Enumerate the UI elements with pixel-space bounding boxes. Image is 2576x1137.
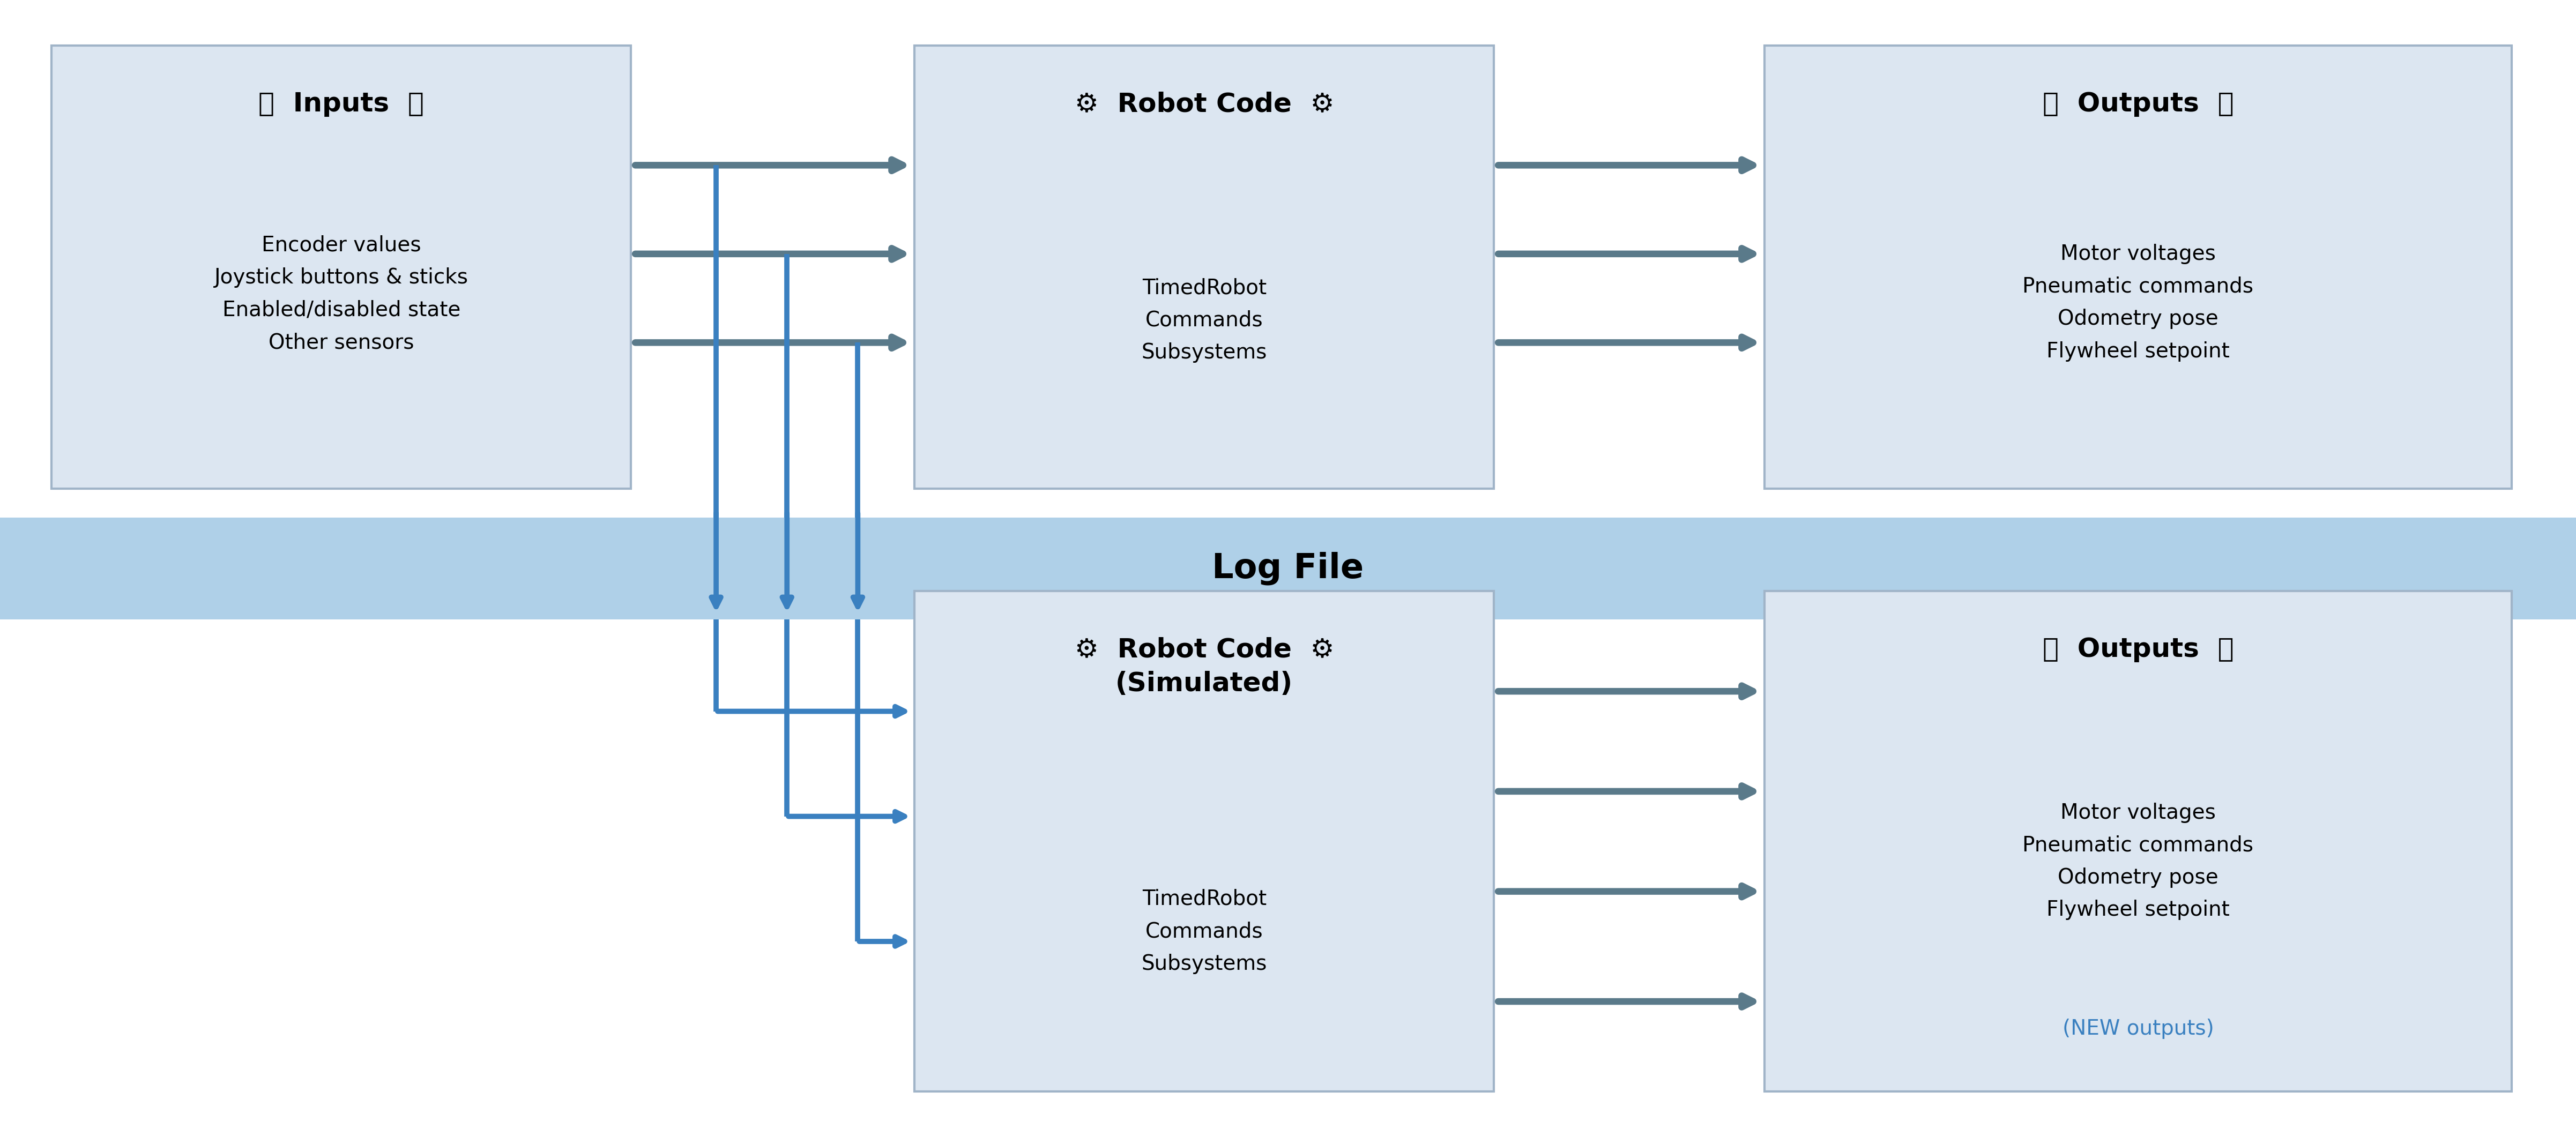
FancyBboxPatch shape (52, 45, 631, 489)
Text: 💡  Outputs  💡: 💡 Outputs 💡 (2043, 637, 2233, 663)
Text: Log File: Log File (1213, 551, 1363, 586)
Text: ⚙  Robot Code  ⚙: ⚙ Robot Code ⚙ (1074, 91, 1334, 117)
Text: ⚙  Robot Code  ⚙
(Simulated): ⚙ Robot Code ⚙ (Simulated) (1074, 637, 1334, 696)
FancyBboxPatch shape (1765, 45, 2512, 489)
FancyBboxPatch shape (914, 591, 1494, 1092)
Text: 💡  Outputs  💡: 💡 Outputs 💡 (2043, 91, 2233, 117)
Text: Encoder values
Joystick buttons & sticks
Enabled/disabled state
Other sensors: Encoder values Joystick buttons & sticks… (214, 235, 469, 352)
FancyBboxPatch shape (914, 45, 1494, 489)
FancyBboxPatch shape (0, 517, 2576, 620)
Text: TimedRobot
Commands
Subsystems: TimedRobot Commands Subsystems (1141, 889, 1267, 974)
Text: Motor voltages
Pneumatic commands
Odometry pose
Flywheel setpoint: Motor voltages Pneumatic commands Odomet… (2022, 803, 2254, 920)
Text: TimedRobot
Commands
Subsystems: TimedRobot Commands Subsystems (1141, 277, 1267, 363)
FancyBboxPatch shape (1765, 591, 2512, 1092)
Text: 🕹  Inputs  🕹: 🕹 Inputs 🕹 (258, 91, 425, 117)
Text: Motor voltages
Pneumatic commands
Odometry pose
Flywheel setpoint: Motor voltages Pneumatic commands Odomet… (2022, 243, 2254, 362)
Text: (NEW outputs): (NEW outputs) (2063, 1019, 2213, 1039)
